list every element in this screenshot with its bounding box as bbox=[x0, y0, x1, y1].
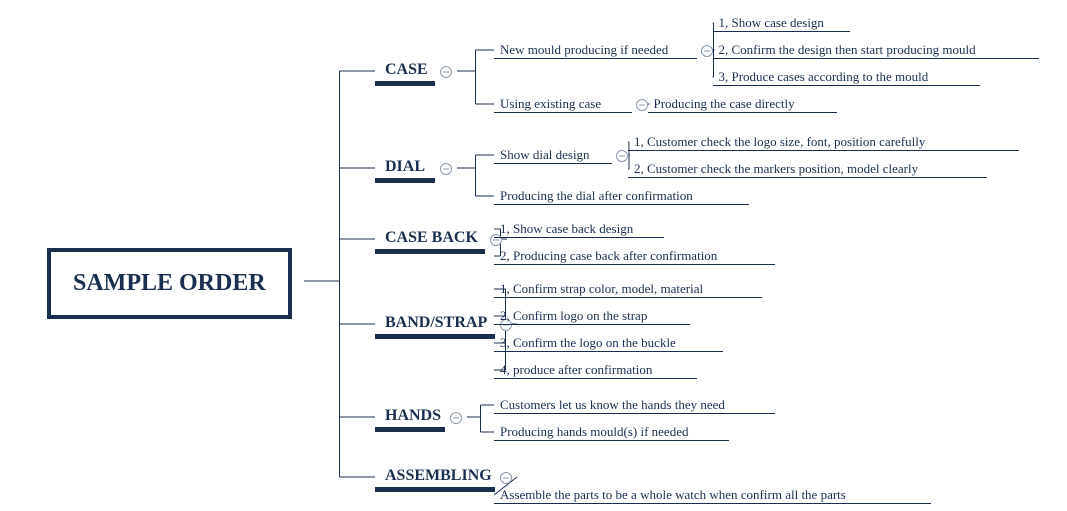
item-l3-0-0-0: 1, Show case design bbox=[719, 15, 824, 31]
item-l3-1-0-0: 1, Customer check the logo size, font, p… bbox=[634, 134, 925, 150]
item-l3-0-1-0: Producing the case directly bbox=[654, 96, 795, 112]
item-l2-1-1: Producing the dial after confirmation bbox=[500, 188, 693, 204]
topic-hands: HANDS bbox=[385, 407, 441, 425]
root-label: SAMPLE ORDER bbox=[73, 270, 266, 296]
item-l2-4-0: Customers let us know the hands they nee… bbox=[500, 397, 725, 413]
topic-bandstrap: BAND/STRAP bbox=[385, 314, 487, 332]
item-l2-2-1: 2, Producing case back after confirmatio… bbox=[500, 248, 717, 264]
item-l3-0-0-2: 3, Produce cases according to the mould bbox=[719, 69, 929, 85]
item-l3-0-0-1: 2, Confirm the design then start produci… bbox=[719, 42, 976, 58]
topic-caseback: CASE BACK bbox=[385, 229, 478, 247]
item-l2-5-0: Assemble the parts to be a whole watch w… bbox=[500, 487, 846, 503]
item-l3-1-0-1: 2, Customer check the markers position, … bbox=[634, 161, 918, 177]
item-l2-4-1: Producing hands mould(s) if needed bbox=[500, 424, 688, 440]
collapse-icon[interactable] bbox=[636, 99, 648, 111]
item-l2-2-0: 1, Show case back design bbox=[500, 221, 633, 237]
collapse-icon[interactable] bbox=[450, 412, 462, 424]
collapse-icon[interactable] bbox=[440, 66, 452, 78]
item-l2-1-0: Show dial design bbox=[500, 147, 590, 163]
topic-case: CASE bbox=[385, 61, 428, 79]
root-node: SAMPLE ORDER bbox=[47, 248, 292, 319]
topic-assembling: ASSEMBLING bbox=[385, 467, 492, 485]
collapse-icon[interactable] bbox=[500, 472, 512, 484]
collapse-icon[interactable] bbox=[616, 150, 628, 162]
collapse-icon[interactable] bbox=[701, 45, 713, 57]
item-l2-3-0: 1, Confirm strap color, model, material bbox=[500, 281, 703, 297]
item-l2-3-3: 4, produce after confirmation bbox=[500, 362, 652, 378]
item-l2-0-1: Using existing case bbox=[500, 96, 601, 112]
item-l2-3-2: 3, Confirm the logo on the buckle bbox=[500, 335, 676, 351]
topic-dial: DIAL bbox=[385, 158, 425, 176]
item-l2-3-1: 2, Confirm logo on the strap bbox=[500, 308, 647, 324]
item-l2-0-0: New mould producing if needed bbox=[500, 42, 668, 58]
collapse-icon[interactable] bbox=[440, 163, 452, 175]
